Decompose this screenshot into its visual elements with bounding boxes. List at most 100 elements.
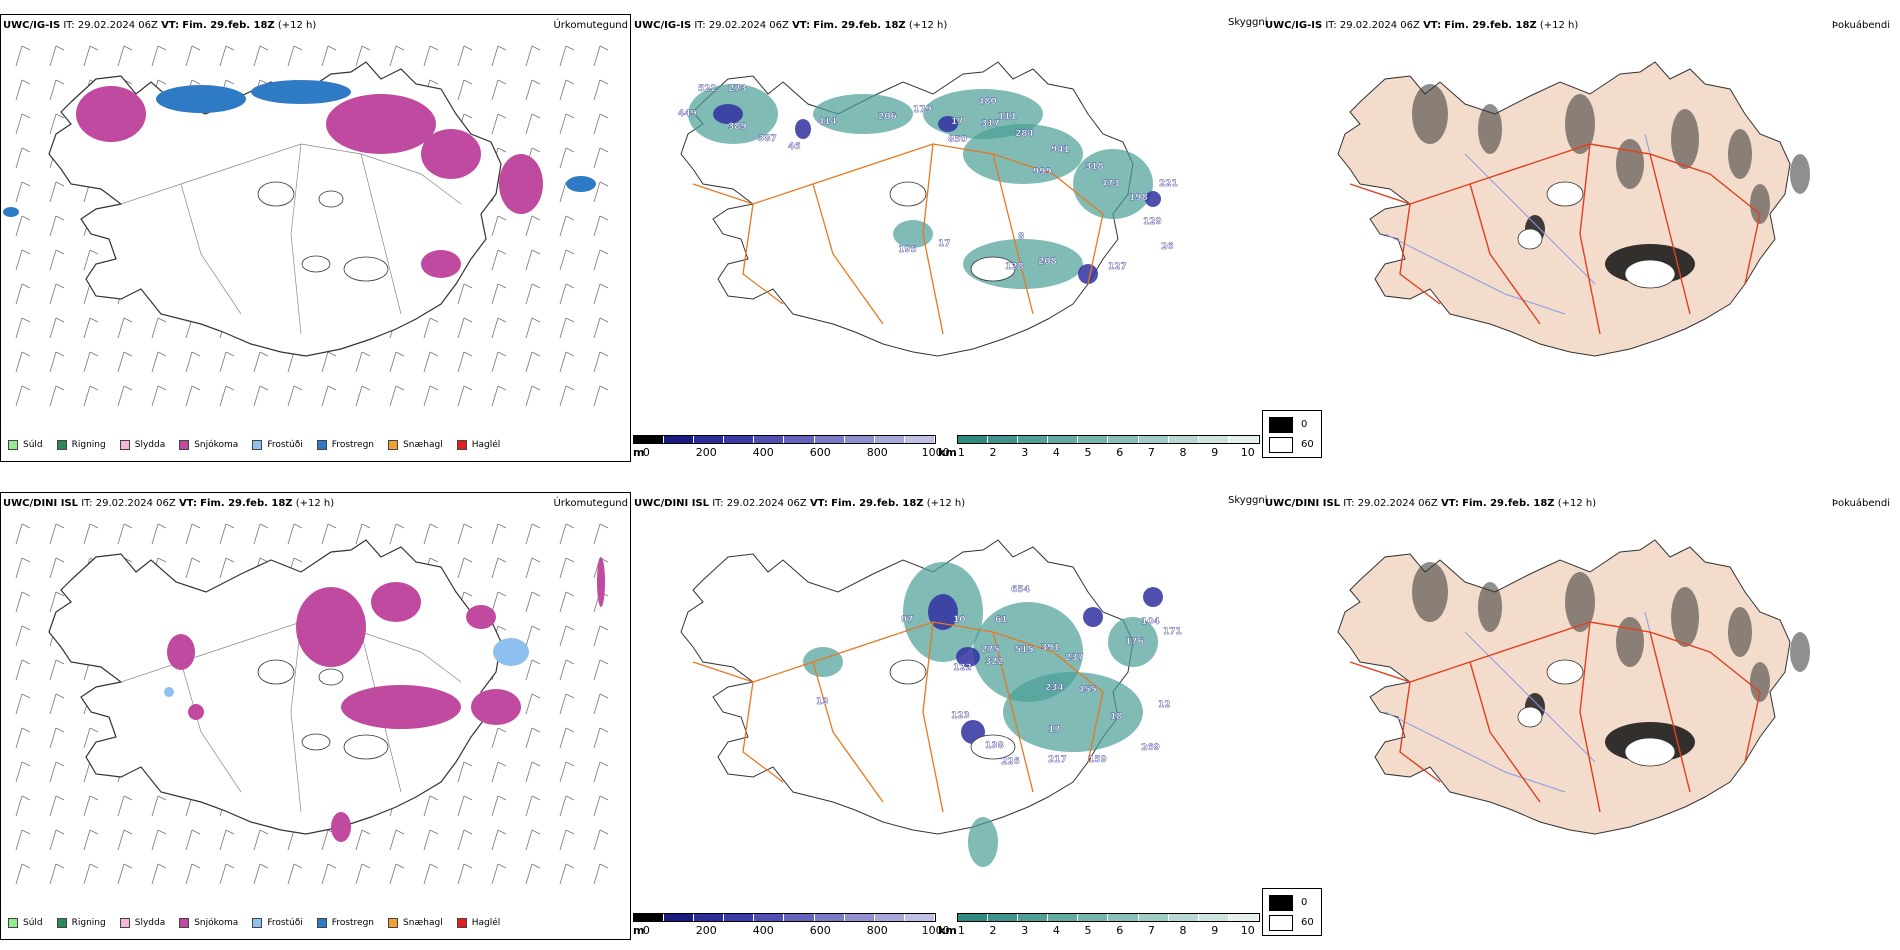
freezing-rain-area xyxy=(3,207,19,217)
precip-type-map xyxy=(15,523,609,885)
wind-barb xyxy=(49,761,57,783)
wind-barb-flag xyxy=(429,863,439,869)
ceiling-unit: m xyxy=(633,446,645,459)
wind-barb-flag xyxy=(599,761,609,767)
wind-barb-flag xyxy=(191,351,201,357)
wind-barb-flag xyxy=(21,249,31,255)
tick-label: 2 xyxy=(989,446,997,459)
legend-item: Slydda xyxy=(119,440,165,450)
colorbar-cell xyxy=(634,914,665,921)
fog-dark-patch xyxy=(1616,139,1644,189)
wind-barb xyxy=(49,385,57,407)
ceiling-label: 318 xyxy=(1085,162,1104,172)
wind-barb-flag xyxy=(55,351,65,357)
wind-barb-flag xyxy=(21,863,31,869)
snow-area xyxy=(296,587,366,667)
wind-barb-flag xyxy=(395,351,405,357)
wind-barb-flag xyxy=(531,317,541,323)
wind-barb-flag xyxy=(395,863,405,869)
wind-barb xyxy=(49,795,57,817)
wind-barb-flag xyxy=(565,625,575,631)
wind-barb xyxy=(49,727,57,749)
tick-label: 5 xyxy=(1084,446,1092,459)
wind-barb-flag xyxy=(395,385,405,391)
fog-legend-label: 60 xyxy=(1301,917,1314,928)
wind-barb-flag xyxy=(21,113,31,119)
wind-barb-flag xyxy=(293,523,303,529)
wind-barb xyxy=(389,523,397,545)
wind-barb xyxy=(593,385,601,407)
iceland-outline xyxy=(1337,61,1791,357)
tick-label: 0 xyxy=(642,446,650,459)
wind-barb xyxy=(15,727,23,749)
wind-barb-flag xyxy=(55,283,65,289)
wind-barb xyxy=(593,181,601,203)
wind-barb-flag xyxy=(395,45,405,51)
wind-barb-flag xyxy=(259,557,269,563)
visibility-unit: km xyxy=(938,924,957,937)
snow-area xyxy=(471,689,521,725)
wind-barb-flag xyxy=(531,863,541,869)
wind-barb-flag xyxy=(361,829,371,835)
wind-barb xyxy=(49,351,57,373)
wind-barb xyxy=(593,215,601,237)
wind-barb-flag xyxy=(157,829,167,835)
wind-barb-flag xyxy=(497,727,507,733)
wind-barb-flag xyxy=(123,317,133,323)
fog-legend-label: 0 xyxy=(1301,419,1308,430)
tick-label: 8 xyxy=(1179,924,1187,937)
legend-item: Snæhagl xyxy=(388,440,443,450)
wind-barb xyxy=(525,829,533,851)
wind-barb-flag xyxy=(55,863,65,869)
wind-barb xyxy=(185,829,193,851)
colorbar-cell xyxy=(1078,914,1109,921)
wind-barb xyxy=(525,113,533,135)
fog-legend-swatch-white xyxy=(1269,915,1293,931)
wind-barb xyxy=(491,727,499,749)
wind-barb-flag xyxy=(531,385,541,391)
legend-item: Haglél xyxy=(456,918,500,928)
freezing-drizzle-area xyxy=(164,687,174,697)
ceiling-label: 449 xyxy=(678,109,697,119)
legend-label: Súld xyxy=(23,918,43,928)
fog-dark-patch xyxy=(1616,617,1644,667)
wind-barb xyxy=(559,351,567,373)
wind-barb xyxy=(83,523,91,545)
wind-barb-flag xyxy=(599,659,609,665)
wind-barb-flag xyxy=(191,79,201,85)
tick-label: 9 xyxy=(1211,446,1219,459)
wind-barb xyxy=(355,863,363,885)
wind-barb-flag xyxy=(463,523,473,529)
wind-barb xyxy=(15,863,23,885)
wind-barb-flag xyxy=(21,659,31,665)
wind-barb xyxy=(491,45,499,67)
low-ceiling-area xyxy=(1143,587,1163,607)
wind-barb xyxy=(219,351,227,373)
legend-swatch xyxy=(119,918,130,928)
wind-barb-flag xyxy=(21,181,31,187)
fog-index-legend: 0 60 xyxy=(1262,410,1322,458)
wind-barb xyxy=(15,591,23,613)
snow-area xyxy=(331,812,351,842)
wind-barb xyxy=(15,693,23,715)
wind-barb xyxy=(151,385,159,407)
legend-swatch xyxy=(388,918,399,928)
legend-swatch xyxy=(179,918,190,928)
snow-area xyxy=(421,129,481,179)
wind-barb-flag xyxy=(157,317,167,323)
legend-item: Frostúði xyxy=(252,440,303,450)
wind-barb xyxy=(559,795,567,817)
legend-swatch xyxy=(316,918,327,928)
legend-swatch xyxy=(456,918,467,928)
wind-barb xyxy=(15,249,23,271)
wind-barb-flag xyxy=(429,523,439,529)
ceiling-label: 515 xyxy=(1015,645,1034,655)
legend-item: Frostúði xyxy=(252,918,303,928)
fog-dark-patch xyxy=(1790,154,1810,194)
wind-barb xyxy=(83,317,91,339)
wind-barb xyxy=(15,795,23,817)
wind-barb-flag xyxy=(293,863,303,869)
colorbar-cell xyxy=(1078,436,1109,443)
low-ceiling-area xyxy=(713,104,743,124)
wind-barb-flag xyxy=(21,557,31,563)
